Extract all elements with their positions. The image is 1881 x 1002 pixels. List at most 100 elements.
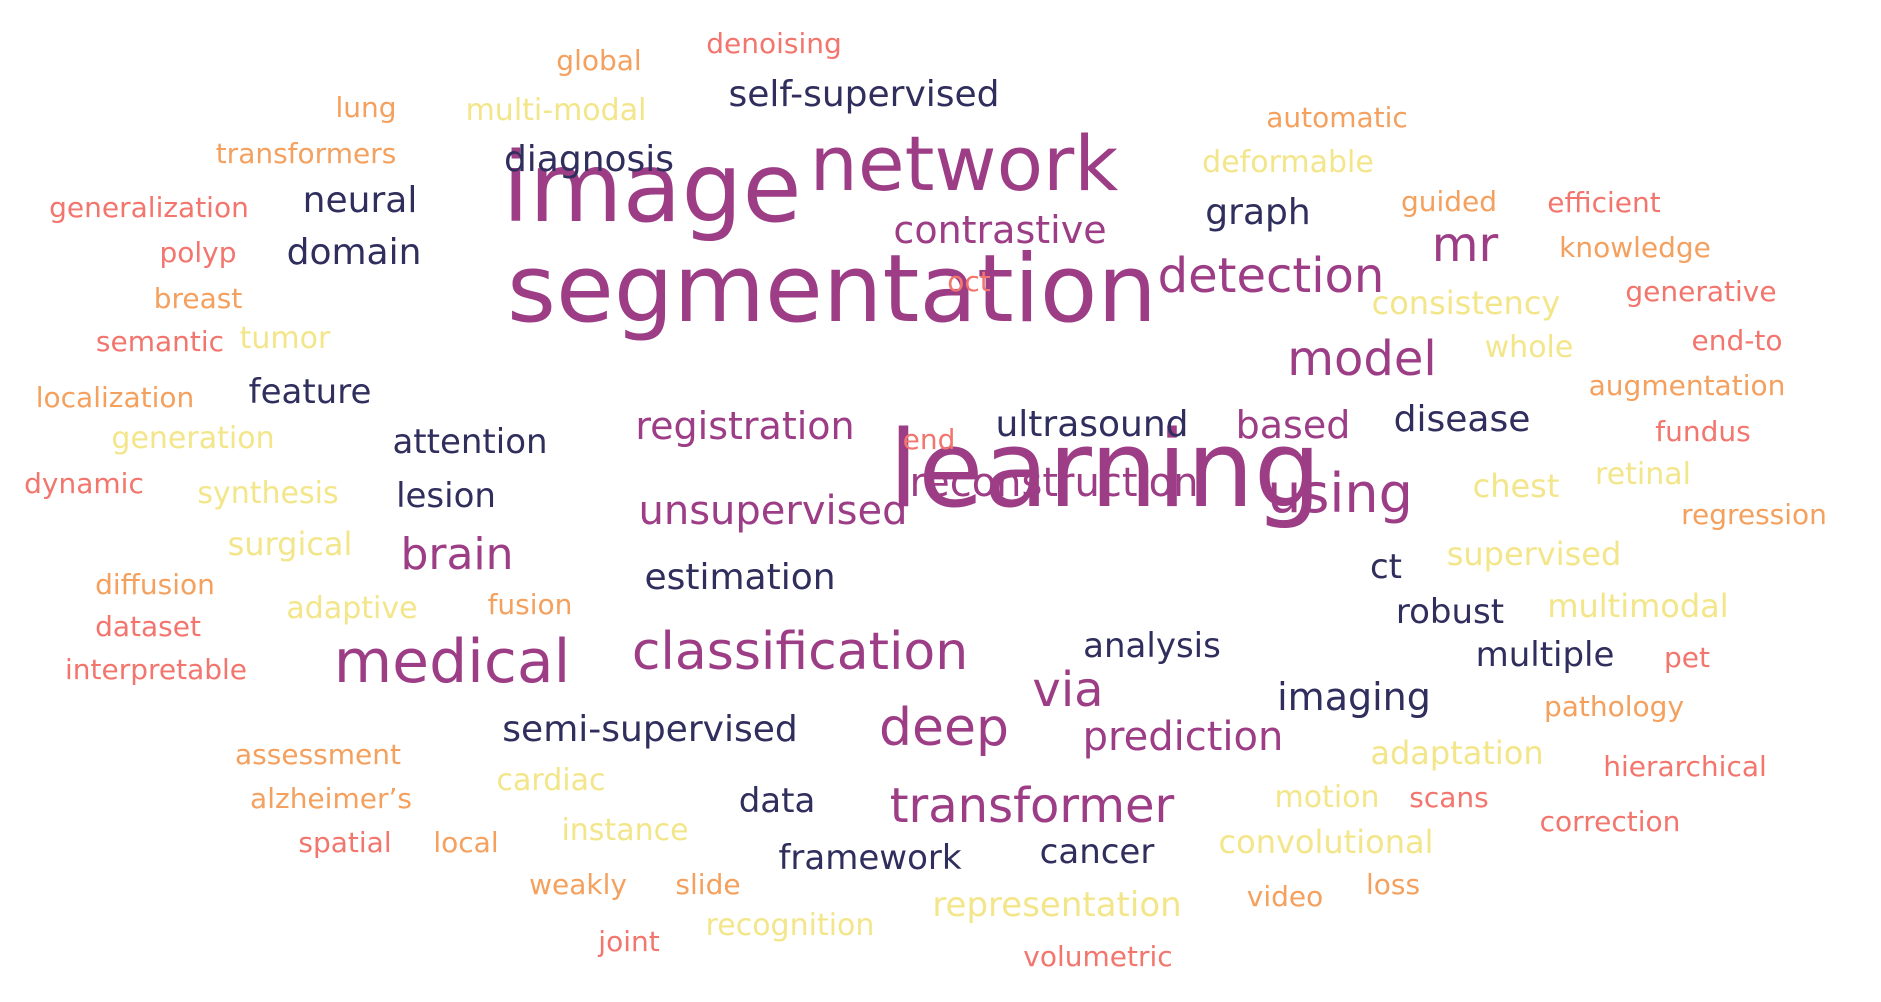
word-medical: medical <box>333 627 571 697</box>
word-using: using <box>1267 462 1413 525</box>
word-localization: localization <box>35 381 195 414</box>
word-local: local <box>433 826 499 859</box>
word-representation: representation <box>932 885 1182 925</box>
word-assessment: assessment <box>235 738 401 771</box>
word-pathology: pathology <box>1543 690 1685 723</box>
word-weakly: weakly <box>529 868 627 901</box>
word-recognition: recognition <box>705 908 875 943</box>
word-synthesis: synthesis <box>197 476 339 511</box>
word-unsupervised: unsupervised <box>638 488 908 534</box>
word-adaptation: adaptation <box>1370 734 1544 772</box>
word-model: model <box>1287 331 1437 387</box>
word-registration: registration <box>635 404 855 448</box>
word-video: video <box>1246 880 1324 913</box>
word-estimation: estimation <box>644 557 836 598</box>
word-brain: brain <box>400 529 514 580</box>
word-tumor: tumor <box>239 321 331 356</box>
word-deformable: deformable <box>1202 145 1374 180</box>
word-whole: whole <box>1484 330 1574 365</box>
word-generation: generation <box>111 421 275 456</box>
word-image: image <box>502 132 802 244</box>
word-multiple: multiple <box>1475 635 1615 675</box>
word-denoising: denoising <box>706 27 842 60</box>
word-loss: loss <box>1365 868 1421 901</box>
word-semantic: semantic <box>95 325 225 358</box>
word-mr: mr <box>1431 217 1499 273</box>
word-dynamic: dynamic <box>24 467 144 500</box>
word-chest: chest <box>1472 467 1560 505</box>
word-interpretable: interpretable <box>64 653 248 686</box>
word-ct: ct <box>1369 547 1403 587</box>
word-efficient: efficient <box>1547 186 1661 219</box>
word-hierarchical: hierarchical <box>1603 750 1767 783</box>
word-graph: graph <box>1205 192 1311 233</box>
word-alzheimers: alzheimer’s <box>250 782 412 815</box>
word-fusion: fusion <box>487 588 573 621</box>
word-contrastive: contrastive <box>893 208 1107 252</box>
word-deep: deep <box>879 698 1009 758</box>
word-lesion: lesion <box>396 476 496 516</box>
word-convolutional: convolutional <box>1218 823 1434 861</box>
word-correction: correction <box>1539 805 1681 838</box>
word-motion: motion <box>1274 780 1380 815</box>
word-cancer: cancer <box>1039 832 1155 872</box>
word-generative: generative <box>1625 275 1777 308</box>
word-ultrasound: ultrasound <box>995 404 1189 445</box>
word-surgical: surgical <box>227 525 353 563</box>
word-learning: learning <box>888 408 1322 531</box>
word-attention: attention <box>392 422 548 462</box>
word-based: based <box>1235 403 1351 447</box>
word-via: via <box>1032 662 1104 718</box>
word-spatial: spatial <box>298 826 392 859</box>
word-dataset: dataset <box>95 610 201 643</box>
word-supervised: supervised <box>1446 535 1622 573</box>
word-transformers: transformers <box>215 137 397 170</box>
word-reconstruction: reconstruction <box>909 460 1199 506</box>
word-network: network <box>809 119 1119 208</box>
word-segmentation: segmentation <box>507 235 1157 344</box>
word-self-supervised: self-supervised <box>728 74 1000 115</box>
word-detection: detection <box>1157 248 1385 304</box>
word-lung: lung <box>335 91 397 124</box>
word-prediction: prediction <box>1082 714 1284 760</box>
word-oct: oct <box>947 265 991 298</box>
word-feature: feature <box>248 372 372 412</box>
word-knowledge: knowledge <box>1559 231 1711 264</box>
word-guided: guided <box>1400 185 1498 218</box>
word-domain: domain <box>286 232 422 273</box>
word-analysis: analysis <box>1083 626 1221 666</box>
word-robust: robust <box>1395 592 1505 632</box>
word-fundus: fundus <box>1655 415 1751 448</box>
word-consistency: consistency <box>1371 284 1561 322</box>
word-data: data <box>738 781 816 821</box>
word-global: global <box>556 44 642 77</box>
word-multi-modal: multi-modal <box>465 93 647 128</box>
word-framework: framework <box>778 838 962 878</box>
word-disease: disease <box>1393 399 1531 440</box>
word-breast: breast <box>153 282 243 315</box>
word-end-to: end-to <box>1691 324 1783 357</box>
word-multimodal: multimodal <box>1547 587 1729 625</box>
word-diagnosis: diagnosis <box>503 139 675 180</box>
word-slide: slide <box>675 868 741 901</box>
word-adaptive: adaptive <box>286 591 418 626</box>
word-generalization: generalization <box>49 191 249 224</box>
word-retinal: retinal <box>1595 457 1691 492</box>
word-volumetric: volumetric <box>1023 940 1173 973</box>
word-pet: pet <box>1664 641 1710 674</box>
word-cardiac: cardiac <box>496 763 606 798</box>
word-imaging: imaging <box>1277 675 1431 719</box>
word-end: end <box>902 423 956 456</box>
word-scans: scans <box>1409 781 1489 814</box>
word-polyp: polyp <box>159 236 237 269</box>
word-regression: regression <box>1681 498 1827 531</box>
word-diffusion: diffusion <box>95 568 215 601</box>
word-classification: classification <box>631 622 969 682</box>
word-semi-supervised: semi-supervised <box>502 709 798 750</box>
word-automatic: automatic <box>1266 101 1408 134</box>
word-neural: neural <box>302 180 418 221</box>
word-joint: joint <box>598 925 660 958</box>
word-augmentation: augmentation <box>1588 369 1786 402</box>
word-transformer: transformer <box>889 778 1175 834</box>
